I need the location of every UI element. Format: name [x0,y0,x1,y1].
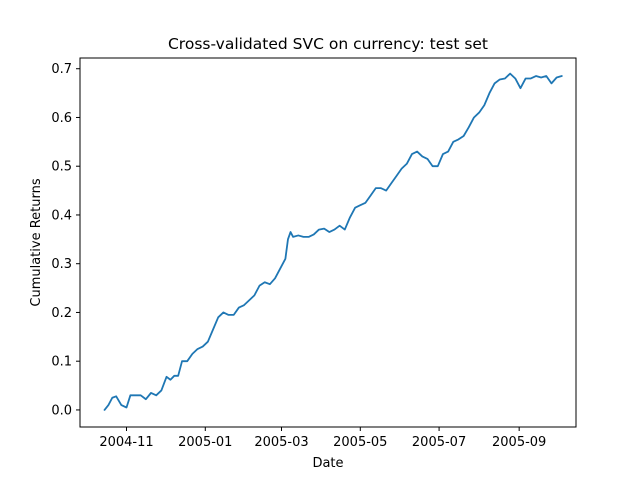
plot-area [103,72,563,411]
x-tick-label: 2005-09 [492,435,546,450]
y-tick-label: 0.4 [51,208,72,223]
y-tick-label: 0.0 [51,403,72,418]
x-tick-label: 2005-07 [412,435,466,450]
x-tick-label: 2005-05 [333,435,387,450]
y-tick-label: 0.6 [51,111,72,126]
y-tick-label: 0.1 [51,355,72,370]
y-tick-label: 0.5 [51,160,72,175]
series-line [103,72,563,411]
y-axis-label: Cumulative Returns [29,178,44,306]
x-tick-label: 2005-01 [178,435,232,450]
y-tick-label: 0.3 [51,257,72,272]
x-tick-label: 2004-11 [99,435,153,450]
y-tick-label: 0.7 [51,62,72,77]
y-tick-label: 0.2 [51,306,72,321]
plot-frame [79,57,577,428]
x-tick-label: 2005-03 [254,435,308,450]
chart-title: Cross-validated SVC on currency: test se… [168,35,488,53]
x-axis-label: Date [312,456,343,471]
